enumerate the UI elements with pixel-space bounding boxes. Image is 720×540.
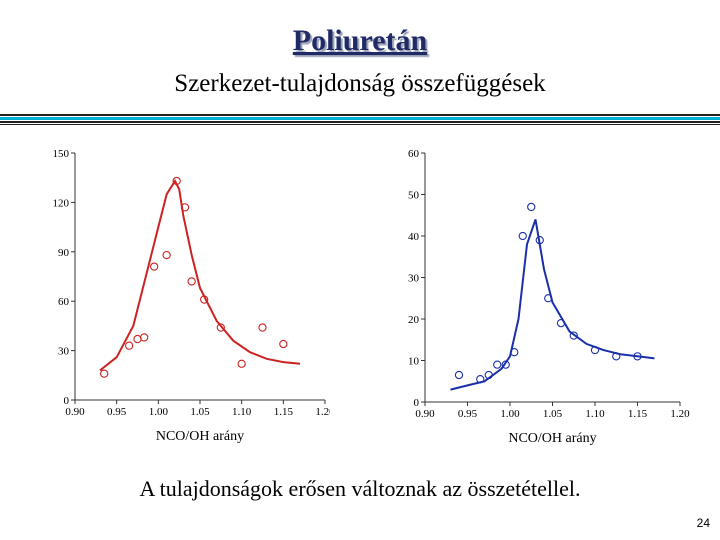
left-chart-y-tick-label: 150 — [53, 148, 70, 160]
right-chart-data-point — [633, 352, 642, 361]
page-number: 24 — [696, 516, 710, 530]
header-rule-dark-3 — [0, 124, 720, 125]
left-chart-x-tick-label: 1.10 — [232, 406, 252, 418]
right-chart-y-tick-label: 0 — [414, 397, 420, 409]
right-chart-x-tick-label: 1.20 — [670, 408, 690, 420]
left-chart-y-tick-label: 0 — [64, 395, 70, 407]
right-chart-data-point — [569, 331, 578, 340]
left-chart-data-point — [172, 176, 181, 186]
left-chart-fit-curve — [99, 178, 301, 372]
left-chart-data-point — [162, 250, 171, 260]
left-chart-y-tick-label: 90 — [58, 247, 70, 259]
header-rule-dark-1 — [0, 114, 720, 116]
left-chart-data-point — [150, 262, 159, 271]
left-chart-y-tick-label: 30 — [58, 346, 70, 358]
left-chart-data-point — [133, 334, 142, 344]
left-chart-x-tick-label: 1.20 — [315, 406, 330, 418]
right-chart-data-point — [544, 294, 553, 303]
left-chart-data-point — [180, 203, 190, 212]
left-chart-data-point — [258, 323, 267, 332]
left-chart-x-tick-label: 0.90 — [65, 406, 85, 418]
right-chart-x-tick-label: 1.15 — [628, 408, 648, 420]
left-chart-data-point — [187, 277, 196, 286]
right-chart-data-point — [476, 375, 485, 384]
right-chart-data-point — [484, 370, 493, 380]
right-chart-x-tick-label: 1.05 — [543, 408, 563, 420]
right-chart-data-point — [556, 318, 566, 328]
chart-left: 0.90 0.95 1.00 1.05 1.10 1.15 1.20 0 30 60 90 120 15… — [53, 148, 331, 444]
right-chart-x-axis-label: NCO/OH arány — [508, 431, 596, 446]
slide-caption: A tulajdonságok erősen változnak az össz… — [139, 476, 581, 501]
left-chart-x-tick-label: 1.05 — [190, 406, 210, 418]
left-chart-data-point — [125, 341, 134, 350]
left-chart-data-point — [279, 339, 288, 349]
left-chart-data-point — [200, 295, 209, 304]
left-chart-x-tick-label: 1.15 — [274, 406, 294, 418]
right-chart-data-point — [518, 231, 527, 241]
right-chart-y-tick-label: 60 — [408, 148, 420, 160]
left-chart-y-tick-label: 120 — [53, 197, 70, 209]
header-rule-dark-2 — [0, 121, 720, 123]
right-chart-data-point — [501, 360, 510, 369]
left-chart-y-tick-label: 60 — [58, 296, 70, 308]
right-chart-x-tick-label: 1.00 — [500, 408, 520, 420]
right-chart-y-tick-label: 30 — [408, 273, 420, 285]
slide-title: Poliuretán — [292, 24, 428, 57]
left-chart-data-point — [216, 323, 225, 332]
right-chart-fit-curve — [450, 219, 655, 391]
header-rule-accent — [0, 117, 720, 120]
right-chart-data-point — [612, 352, 621, 361]
right-chart-data-point — [527, 202, 536, 212]
right-chart-data-point — [590, 345, 600, 355]
right-chart-data-point — [454, 370, 464, 380]
left-chart-data-point — [237, 359, 246, 368]
right-chart-data-point — [493, 360, 502, 369]
slide-subtitle: Szerkezet-tulajdonság összefüggések — [174, 70, 546, 97]
right-chart-y-tick-label: 50 — [408, 190, 420, 202]
left-chart-x-tick-label: 1.00 — [149, 406, 169, 418]
right-chart-y-tick-label: 20 — [408, 314, 420, 326]
right-chart-data-point — [535, 236, 544, 245]
left-chart-data-point — [100, 369, 109, 378]
right-chart-y-tick-label: 10 — [408, 356, 420, 368]
left-chart-data-point — [140, 333, 149, 342]
right-chart-data-point — [510, 348, 519, 357]
right-chart-x-tick-label: 1.10 — [585, 408, 605, 420]
right-chart-x-tick-label: 0.90 — [415, 408, 435, 420]
left-chart-x-tick-label: 0.95 — [107, 406, 127, 418]
right-chart-y-tick-label: 40 — [408, 231, 420, 243]
chart-right: 0.90 0.95 1.00 1.05 1.10 1.15 1.20 0 10 20 30 40 50 6… — [408, 148, 690, 446]
left-chart-x-axis-label: NCO/OH arány — [156, 429, 244, 444]
right-chart-x-tick-label: 0.95 — [458, 408, 478, 420]
